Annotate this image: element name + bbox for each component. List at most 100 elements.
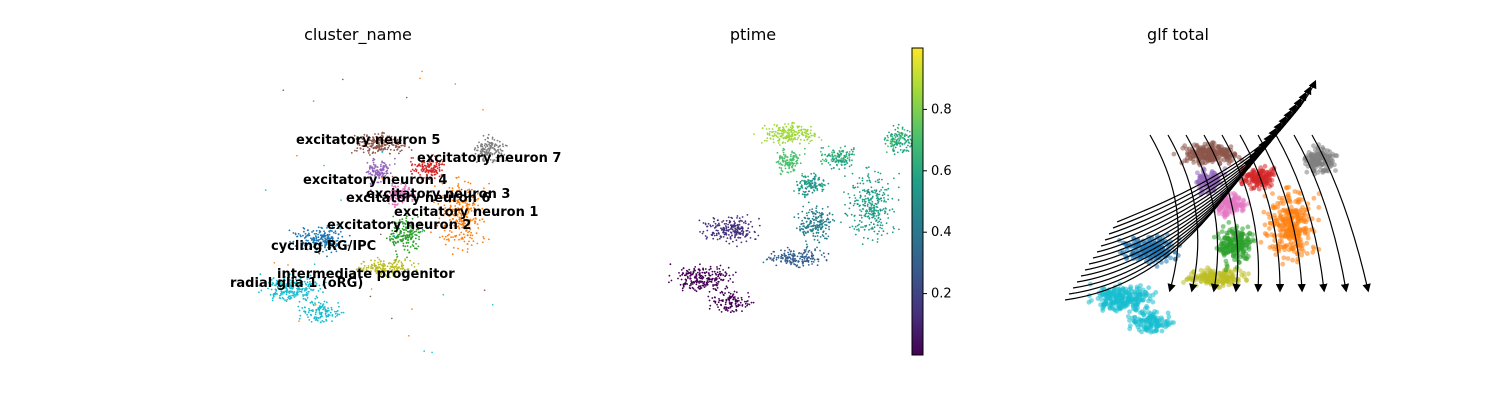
ptime-cell-point [825, 259, 828, 262]
ptime-cell-point [713, 217, 716, 220]
cell-point-cycling-rg-ipc [344, 241, 346, 244]
ptime-cell-point [779, 126, 781, 129]
cell-point-radial-glia-1-org [327, 315, 329, 318]
ptime-cell-point [799, 129, 801, 132]
ptime-cell-point [801, 172, 804, 175]
cell-point-excitatory-neuron-2 [406, 221, 409, 224]
ptime-cell-point [727, 266, 730, 269]
cell-point-intermediate-progenitor [387, 262, 390, 265]
ptime-cell-point [715, 229, 718, 232]
cell-point-excitatory-neuron-2 [413, 247, 416, 250]
ptime-cell-point [901, 143, 904, 146]
ptime-cell-point [773, 257, 775, 259]
cell-point-cycling-rg-ipc [325, 249, 328, 252]
ptime-cell-point [808, 256, 810, 258]
ptime-cell-point [732, 293, 735, 295]
ptime-cell-point [813, 212, 816, 215]
cell-point-cycling-rg-ipc [301, 243, 304, 246]
cell-point-radial-glia-1-org [319, 321, 322, 324]
cell-point-cycling-rg-ipc [324, 232, 326, 234]
cell-point-excitatory-neuron-4 [367, 170, 370, 173]
cell-point-radial-glia-1-org [291, 281, 294, 284]
ptime-cell-point [709, 267, 712, 270]
ptime-cell-point [711, 270, 714, 273]
ptime-cell-point [791, 130, 793, 132]
ptime-cell-point [846, 151, 849, 154]
cell-point-cycling-rg-ipc [312, 246, 315, 248]
cell-point-intermediate-progenitor [373, 263, 376, 265]
ptime-cell-point [881, 186, 884, 189]
cell-point-radial-glia-1-org [293, 296, 296, 298]
cell-point-intermediate-progenitor [360, 262, 363, 265]
cell-point-intermediate-progenitor [380, 260, 382, 263]
cell-point-intermediate-progenitor [383, 273, 385, 275]
ptime-cell-point [883, 197, 885, 199]
ptime-cell-point [834, 154, 837, 157]
cell-point-radial-glia-1-org [303, 294, 306, 296]
cell-point-radial-glia-1-org [327, 313, 330, 316]
ptime-cell-point [815, 219, 818, 222]
ptime-cell-point [712, 287, 715, 290]
ptime-cell-point [734, 271, 737, 274]
cell-point-excitatory-neuron-7 [493, 148, 496, 150]
ptime-cell-point [819, 183, 822, 186]
ptime-cell-point [737, 297, 739, 299]
ptime-cell-point [890, 145, 892, 148]
ptime-cell-point [894, 128, 897, 131]
cell-point-excitatory-neuron-7 [493, 139, 496, 141]
cell-point-excitatory-neuron-2 [414, 233, 416, 236]
cell-point-intermediate-progenitor [401, 266, 404, 268]
ptime-cell-point [715, 282, 718, 284]
velocity-embedding-panel [1064, 79, 1371, 335]
cell-point-cycling-rg-ipc [303, 244, 306, 247]
cell-point-radial-glia-1-org [275, 282, 278, 285]
cell-point-radial-glia-1-org [323, 320, 325, 323]
ptime-cell-point [811, 186, 814, 189]
ptime-cell-point [698, 219, 701, 222]
ptime-cell-point [754, 238, 757, 241]
cell-point-excitatory-neuron-4 [385, 165, 388, 168]
ptime-cell-point [867, 190, 870, 193]
ptime-cell-point [869, 198, 872, 201]
ptime-cell-point [819, 150, 822, 153]
ptime-cell-point [725, 285, 728, 288]
ptime-cell-point [707, 295, 710, 298]
ptime-cell-point [796, 255, 799, 258]
ptime-cell-point [817, 224, 819, 227]
ptime-cell-point [854, 200, 856, 203]
cell-point-cycling-rg-ipc [324, 235, 326, 237]
cell-point-radial-glia-1-org [297, 305, 300, 308]
cell-point-excitatory-neuron-2 [418, 238, 420, 241]
ptime-cell-point [735, 233, 738, 236]
ptime-cell-point [865, 210, 867, 213]
cell-point-radial-glia-1-org [282, 291, 285, 293]
velocity-cell-point-radial-glia-1-org [1147, 293, 1152, 298]
cell-point-radial-glia-1-org [301, 280, 304, 283]
ptime-cell-point [784, 162, 787, 164]
ptime-cell-point [773, 134, 775, 137]
ptime-cell-point [823, 237, 826, 240]
ptime-cell-point [713, 220, 715, 223]
velocity-cell-point-radial-glia-1-org [1132, 314, 1138, 320]
velocity-cell-point-excitatory-neuron-2 [1221, 251, 1227, 257]
ptime-cell-point [806, 193, 809, 196]
ptime-cell-point [810, 125, 812, 128]
ptime-cell-point [881, 209, 883, 212]
ptime-cell-point [724, 301, 727, 304]
cell-point-cycling-rg-ipc [295, 247, 298, 250]
cell-point-radial-glia-1-org [324, 310, 327, 313]
ptime-cell-point [789, 126, 792, 129]
cell-point-excitatory-neuron-5 [368, 148, 371, 151]
ptime-cell-point [816, 246, 818, 249]
ptime-cell-point [745, 240, 748, 243]
ptime-cell-point [791, 133, 793, 136]
ptime-cell-point [717, 229, 719, 232]
cell-point-excitatory-neuron-1 [439, 236, 441, 239]
velocity-cell-point-intermediate-progenitor [1202, 268, 1208, 274]
ptime-cell-point [789, 135, 792, 138]
ptime-cell-point [797, 261, 800, 263]
cell-point-excitatory-neuron-1 [477, 227, 480, 229]
cell-point-excitatory-neuron-3 [430, 167, 433, 170]
ptime-cell-point [806, 186, 809, 188]
ptime-cell-point [799, 255, 802, 258]
